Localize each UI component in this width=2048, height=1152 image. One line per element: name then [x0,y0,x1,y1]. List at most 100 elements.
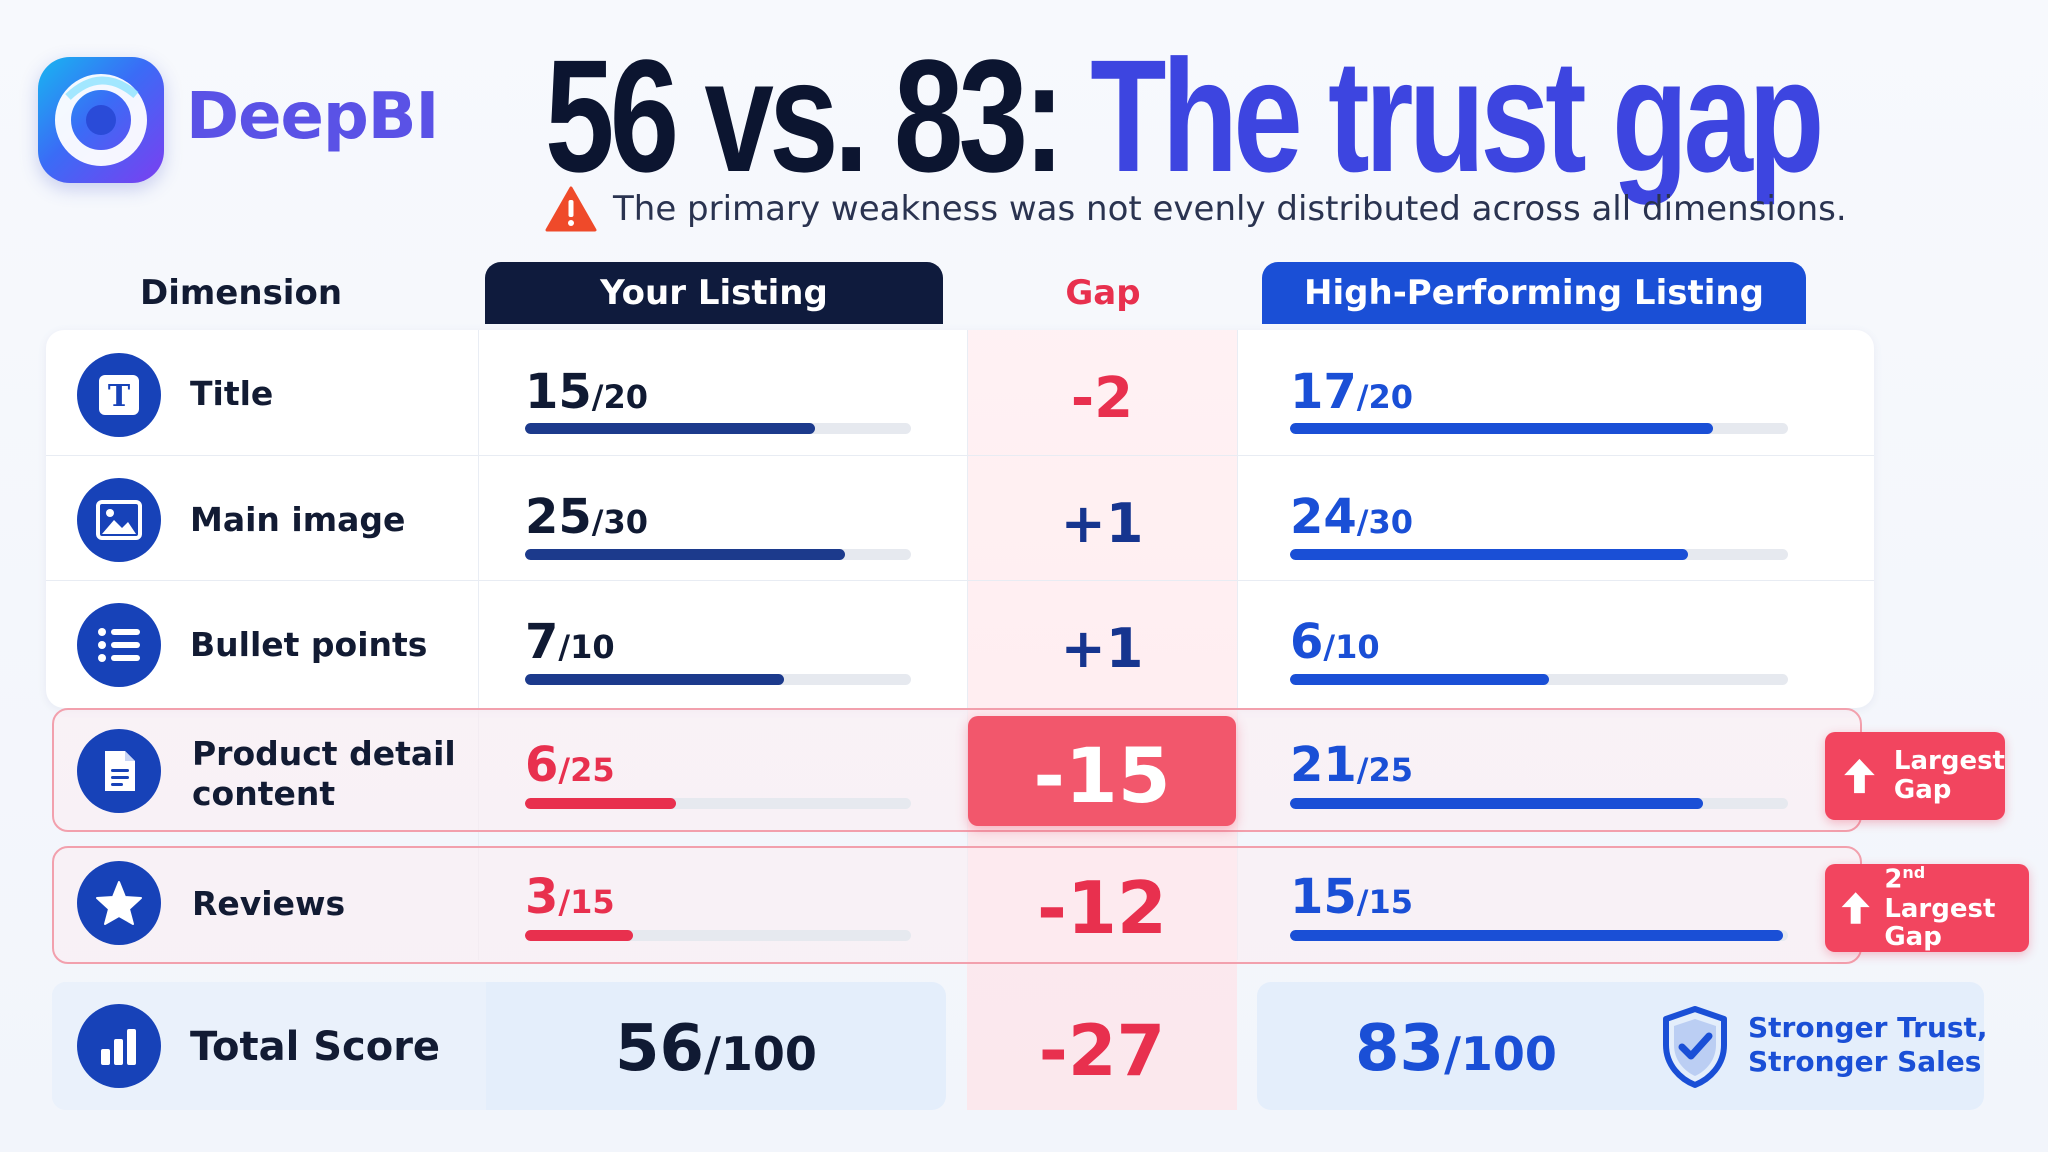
brand-name: DeepBI [186,80,439,154]
your-score-value: 7 [525,614,559,670]
high-score: 24/30 [1290,489,1413,545]
high-progress-fill [1290,798,1704,809]
arrow-up-icon [1844,758,1875,794]
your-progress-fill [525,423,815,434]
your-progress-bar [525,549,911,560]
highlight-row-reviews [52,846,1862,964]
your-score-max: /10 [558,628,615,666]
your-progress-fill [525,549,846,560]
high-progress-bar [1290,930,1788,941]
tagline: Stronger Trust, Stronger Sales [1748,1011,1988,1078]
total-high-score: 83/100 [1355,1012,1557,1086]
your-score: 7/10 [525,614,615,670]
shield-check-icon [1663,1006,1727,1088]
subtitle: The primary weakness was not evenly dist… [545,186,1847,232]
arrow-up-icon [1841,892,1870,924]
total-your-value: 56 [615,1012,705,1086]
gap-value: +1 [1060,617,1144,680]
total-your-max: /100 [704,1027,817,1081]
your-score-value: 15 [525,364,592,420]
high-progress-bar [1290,423,1788,434]
column-header-your-listing: Your Listing [485,262,943,324]
your-progress-fill [525,798,676,809]
your-score-max: /15 [558,883,615,921]
your-score-max: /30 [591,503,649,541]
brand-logo-icon [38,57,164,183]
gap-value: +1 [1060,492,1144,555]
badge-line: 2nd Largest [1884,864,2029,923]
your-progress-bar [525,423,911,434]
high-score: 21/25 [1290,737,1413,793]
badge-label: Largest [1884,893,1996,924]
title-blue-part: The trust gap [1090,26,1824,205]
total-high-box [1257,982,1984,1110]
high-progress-bar [1290,674,1788,685]
high-score-max: /30 [1356,503,1414,541]
column-header-high-performing: High-Performing Listing [1262,262,1806,324]
badge-line: Largest [1893,746,2005,777]
high-score-value: 15 [1290,869,1357,925]
total-high-max: /100 [1444,1027,1557,1081]
column-divider [478,330,479,960]
high-score-max: /15 [1356,883,1414,921]
high-score-value: 24 [1290,489,1357,545]
title-dark-part: 56 vs. 83: [545,26,1065,205]
high-progress-bar [1290,798,1788,809]
column-divider [967,330,968,960]
dimension-label: Main image [190,500,406,539]
tagline-line: Stronger Trust, [1748,1011,1988,1044]
your-score: 6/25 [525,737,615,793]
your-progress-bar [525,798,911,809]
your-progress-fill [525,930,634,941]
high-score: 17/20 [1290,364,1413,420]
column-divider [1237,330,1238,960]
high-score-value: 6 [1290,614,1324,670]
badge-ordinal-suffix: nd [1902,863,1926,883]
high-score-value: 17 [1290,364,1357,420]
gap-value: -15 [1033,731,1171,820]
your-score-value: 3 [525,869,559,925]
your-score: 25/30 [525,489,648,545]
subtitle-text: The primary weakness was not evenly dist… [613,189,1847,229]
high-score-max: /20 [1356,378,1414,416]
gap-value: -12 [1036,866,1168,950]
your-score-max: /25 [558,751,615,789]
row-divider [46,455,1874,456]
total-score-label: Total Score [190,1024,441,1070]
document-icon [77,729,161,813]
high-progress-fill [1290,423,1714,434]
largest-gap-box [968,716,1236,826]
high-score-max: /25 [1356,751,1414,789]
total-your-score: 56/100 [615,1012,817,1086]
total-high-value: 83 [1355,1012,1445,1086]
badge-ordinal-number: 2 [1884,864,1903,895]
high-score-value: 21 [1290,737,1357,793]
list-icon [77,603,161,687]
dimension-label: Product detail content [192,734,456,813]
second-largest-gap-badge: 2nd Largest Gap [1825,864,2029,952]
total-gap-value: -27 [1038,1010,1166,1092]
your-score-value: 25 [525,489,592,545]
highlight-row-product-detail [52,708,1862,832]
warning-icon [545,186,597,232]
high-score: 15/15 [1290,869,1413,925]
page-title: 56 vs. 83: The trust gap [545,36,1824,196]
your-score: 3/15 [525,869,615,925]
dimension-label: Reviews [192,884,346,923]
table-panel [46,330,1874,708]
title-t-icon: T [77,353,161,437]
your-progress-fill [525,674,784,685]
tagline-line: Stronger Sales [1748,1044,1982,1078]
svg-text:T: T [108,379,131,414]
dimension-label-line: content [192,773,336,813]
badge-line: Gap [1893,775,1952,805]
high-progress-bar [1290,549,1788,560]
dimension-label-line: Product detail [192,734,456,773]
column-header-gap: Gap [1065,273,1141,313]
high-score: 6/10 [1290,614,1380,670]
high-progress-fill [1290,549,1689,560]
dimension-label: Bullet points [190,625,428,664]
dimension-label: Title [190,374,274,413]
column-header-dimension: Dimension [140,273,343,313]
star-icon [77,861,161,945]
